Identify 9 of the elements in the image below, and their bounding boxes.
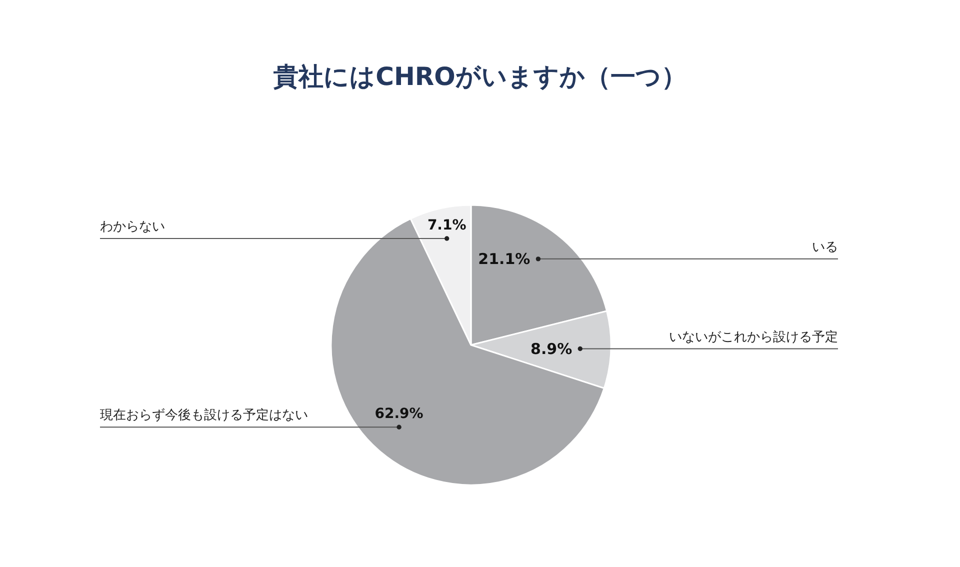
slice-label: わからない: [100, 220, 165, 235]
slice-label: いる: [812, 240, 838, 255]
data-label: 7.1%: [427, 218, 466, 234]
slice-label: 現在おらず今後も設ける予定はない: [100, 408, 308, 424]
data-label: 21.1%: [478, 250, 530, 268]
data-label: 62.9%: [374, 406, 424, 422]
chart-title: 貴社にはCHROがいますか（一つ）: [272, 62, 686, 91]
slice-label: いないがこれから設ける予定: [669, 330, 838, 345]
data-label: 8.9%: [530, 340, 572, 358]
